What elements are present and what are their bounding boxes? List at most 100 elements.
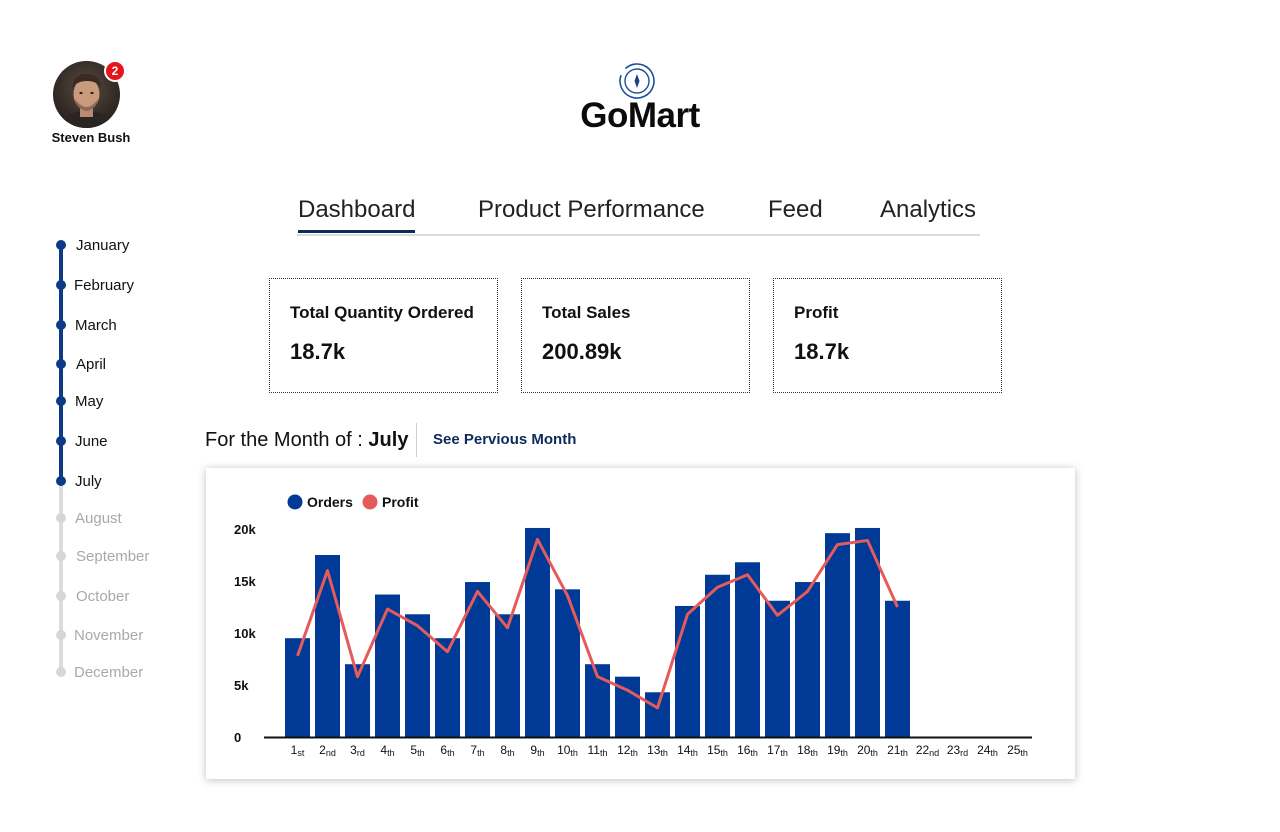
bar-orders-4 [375, 594, 400, 737]
tab-product-performance[interactable]: Product Performance [478, 196, 705, 223]
x-tick-label-10: 10th [557, 743, 578, 758]
month-label: May [75, 392, 104, 410]
x-tick-label-9: 9th [530, 743, 544, 758]
x-tick-label-16: 16th [737, 743, 758, 758]
timeline-dot [56, 280, 66, 290]
x-tick-label-15: 15th [707, 743, 728, 758]
stat-card-title: Total Quantity Ordered [290, 303, 474, 322]
x-tick-label-1: 1st [291, 743, 305, 758]
bar-orders-6 [435, 638, 460, 737]
timeline-dot [56, 513, 66, 523]
profit-line [296, 537, 899, 710]
notification-badge[interactable]: 2 [104, 60, 126, 82]
x-tick-label-22: 22nd [916, 743, 939, 758]
stat-card-total-sales: Total Sales 200.89k [521, 278, 750, 393]
legend-orders-swatch [287, 494, 303, 510]
y-tick-label: 15k [234, 574, 256, 589]
month-heading-month: July [368, 429, 409, 451]
y-tick-label: 5k [234, 678, 249, 693]
stat-card-value: 18.7k [794, 339, 850, 364]
legend-profit-swatch [362, 494, 378, 510]
y-tick-label: 0 [234, 730, 241, 745]
x-tick-label-4: 4th [380, 743, 394, 758]
month-label: November [74, 626, 144, 644]
month-label: July [75, 472, 102, 490]
y-tick-label: 20k [234, 522, 256, 537]
timeline-dot [56, 551, 66, 561]
month-label: June [75, 432, 108, 450]
stat-card-value: 200.89k [542, 339, 622, 364]
bar-orders-15 [705, 574, 730, 737]
main-tabs: Dashboard Product Performance Feed Analy… [297, 196, 980, 236]
timeline-dot [56, 436, 66, 446]
x-tick-label-14: 14th [677, 743, 698, 758]
x-tick-label-12: 12th [617, 743, 638, 758]
bar-orders-20 [855, 527, 880, 737]
y-tick-label: 10k [234, 626, 256, 641]
x-tick-label-6: 6th [440, 743, 454, 758]
bar-orders-17 [765, 600, 790, 737]
x-tick-label-23: 23rd [947, 743, 968, 758]
month-heading: For the Month of : July [205, 429, 408, 452]
x-tick-label-11: 11th [588, 743, 608, 758]
stat-card-profit: Profit 18.7k [773, 278, 1002, 393]
bar-orders-19 [825, 533, 850, 737]
x-tick-label-7: 7th [470, 743, 484, 758]
x-tick-label-25: 25th [1007, 743, 1028, 758]
user-name: Steven Bush [51, 130, 131, 145]
orders-profit-chart: Orders Profit 0 5k 10k 15k 20k 1st 2nd 3rd 4th 5th 6… [234, 494, 1032, 758]
x-tick-label-3: 3rd [350, 743, 365, 758]
bar-orders-7 [465, 582, 490, 737]
x-tick-label-24: 24th [977, 743, 998, 758]
timeline-dot [56, 667, 66, 677]
bar-orders-9 [525, 527, 550, 737]
x-tick-label-17: 17th [767, 743, 788, 758]
compass-logo-icon [619, 63, 655, 99]
month-label: August [75, 509, 122, 527]
chart-panel: Orders Profit 0 5k 10k 15k 20k 1st 2nd 3rd 4th 5th 6… [206, 468, 1075, 779]
bar-orders-13 [645, 692, 670, 737]
month-label: January [76, 236, 130, 254]
timeline-track-inactive [59, 481, 63, 673]
bar-orders-18 [795, 582, 820, 737]
tab-dashboard[interactable]: Dashboard [298, 196, 416, 233]
timeline-dot [56, 320, 66, 330]
month-label: April [76, 355, 107, 373]
bar-orders-14 [675, 605, 700, 737]
tab-analytics[interactable]: Analytics [880, 196, 977, 223]
heading-divider [416, 423, 417, 457]
timeline-dot [56, 476, 66, 486]
bar-orders-2 [315, 555, 340, 737]
timeline-dot [56, 591, 66, 601]
month-heading-prefix: For the Month of : [205, 429, 369, 451]
month-label: March [75, 316, 117, 334]
timeline-dot [56, 240, 66, 250]
stat-card-title: Profit [794, 303, 839, 322]
brand-name: GoMart [580, 96, 700, 135]
month-label: September [76, 547, 150, 565]
x-tick-label-5: 5th [410, 743, 424, 758]
legend-orders-label: Orders [307, 494, 353, 510]
stat-card-total-quantity: Total Quantity Ordered 18.7k [269, 278, 498, 393]
stat-card-value: 18.7k [290, 339, 346, 364]
tab-feed[interactable]: Feed [768, 196, 823, 223]
x-tick-label-21: 21th [887, 743, 908, 758]
x-tick-label-8: 8th [500, 743, 514, 758]
x-tick-label-18: 18th [797, 743, 818, 758]
x-tick-label-20: 20th [857, 743, 878, 758]
bar-orders-10 [555, 589, 580, 737]
timeline-dot [56, 359, 66, 369]
see-previous-month-link[interactable]: See Pervious Month [433, 431, 577, 448]
x-tick-label-19: 19th [827, 743, 848, 758]
bar-orders-21 [885, 600, 910, 737]
month-label: February [74, 276, 135, 294]
timeline-dot [56, 630, 66, 640]
month-label: December [74, 663, 144, 681]
bar-orders-8 [495, 614, 520, 737]
stat-card-title: Total Sales [542, 303, 631, 322]
timeline-dot [56, 396, 66, 406]
user-avatar-container[interactable]: 2 [53, 60, 126, 128]
x-tick-label-2: 2nd [319, 743, 336, 758]
month-label: October [76, 587, 130, 605]
legend-profit-label: Profit [382, 494, 419, 510]
